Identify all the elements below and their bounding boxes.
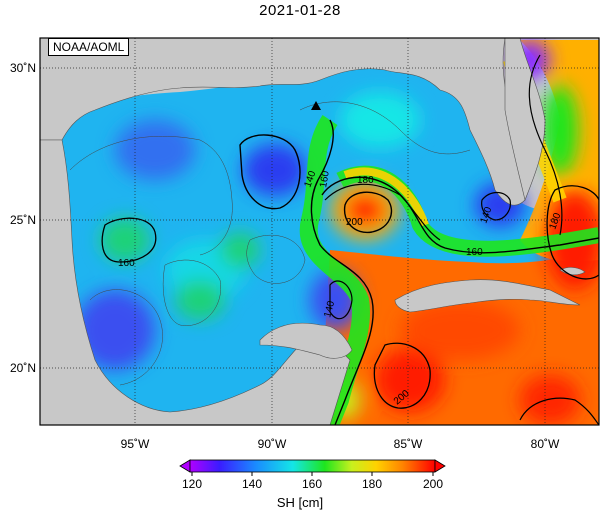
contour-140-south: [329, 280, 353, 320]
y-tick-label: 25˚N: [10, 213, 36, 227]
y-axis: 30˚N 25˚N 20˚N: [10, 61, 36, 375]
y-tick-label: 20˚N: [10, 361, 36, 375]
contour-200-south: [373, 342, 431, 409]
map-frame: [39, 37, 600, 426]
contour-200-se: [519, 397, 599, 425]
contour-140-florida: [481, 191, 511, 221]
colorbar-tick: 200: [423, 477, 443, 491]
contour-lines: [69, 54, 599, 425]
colorbar-tick: 140: [242, 477, 262, 491]
contour-160-loop-west: [101, 217, 157, 263]
colorbar-label: SH [cm]: [276, 495, 324, 510]
contour-140-loop-north: [239, 134, 301, 210]
x-tick-label: 85˚W: [394, 437, 423, 451]
contour-160-loop-current: [310, 119, 374, 425]
x-tick-label: 90˚W: [258, 437, 287, 451]
x-tick-label: 95˚W: [121, 437, 150, 451]
x-axis: 95˚W 90˚W 85˚W 80˚W: [121, 437, 560, 451]
colorbar: 120 140 160 180 200: [179, 459, 446, 491]
station-marker: [311, 101, 321, 110]
y-tick-label: 30˚N: [10, 61, 36, 75]
contour-label-140-south: 140: [322, 299, 337, 318]
colorbar-tick: 160: [302, 477, 322, 491]
contour-label-180-north: 180: [357, 175, 374, 186]
land-masses: [40, 38, 586, 425]
contour-label-200-eddy: 200: [346, 217, 363, 228]
contour-label-160-current: 160: [318, 170, 332, 189]
source-label: NOAA/AOML: [48, 38, 130, 56]
contour-label-160-east: 160: [466, 247, 483, 258]
map-title: 2021-01-28: [259, 2, 341, 19]
contour-180-inner: [324, 183, 441, 241]
contour-label-160-west: 160: [118, 258, 135, 269]
x-tick-label: 80˚W: [531, 437, 560, 451]
colorbar-tick: 180: [362, 477, 382, 491]
colorbar-tick: 120: [182, 477, 202, 491]
contour-200-eddy: [343, 191, 393, 234]
sea-height-field: [55, 40, 599, 425]
graticule: [40, 38, 599, 425]
contour-200-east: [546, 185, 599, 280]
contour-160-east: [321, 176, 599, 254]
